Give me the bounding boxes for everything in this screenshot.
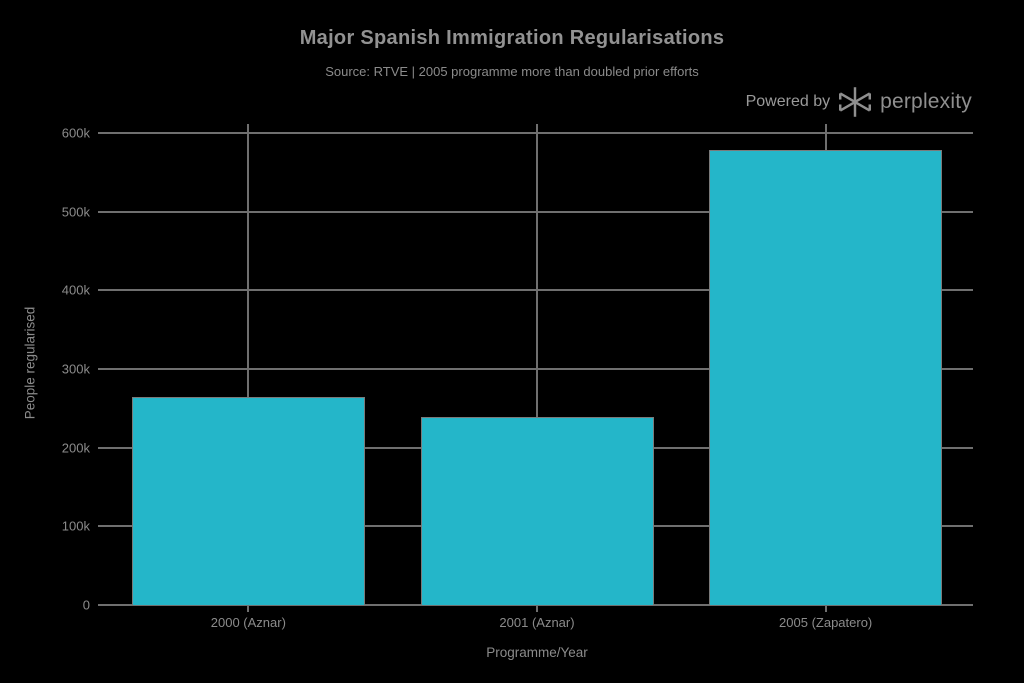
x-tick-label: 2005 (Zapatero): [779, 615, 873, 630]
bar-2005 (Zapatero): [709, 150, 943, 605]
x-gridline: [247, 124, 250, 605]
y-tick-label: 500k: [61, 204, 90, 219]
y-tick-label: 300k: [61, 361, 90, 377]
perplexity-logo-icon: [839, 87, 872, 117]
y-tick-label: 200k: [61, 440, 90, 456]
y-tick-label: 400k: [61, 282, 90, 298]
y-tick-label: 0: [82, 597, 90, 613]
y-gridline: [98, 367, 973, 370]
y-gridline: [98, 131, 973, 134]
x-tick-mark: [247, 606, 250, 612]
y-tick-label: 600k: [61, 125, 90, 141]
powered-by-label: Powered by: [745, 93, 831, 110]
x-axis-title: Programme/Year: [486, 645, 588, 660]
bar-2000 (Aznar): [131, 397, 365, 605]
bar-2001 (Aznar): [420, 416, 654, 605]
x-tick-label: 2000 (Aznar): [210, 615, 286, 630]
chart-title: Major Spanish Immigration Regularisation…: [299, 27, 725, 49]
chart-subtitle: Source: RTVE | 2005 programme more than …: [325, 64, 699, 79]
y-gridline: [98, 604, 973, 606]
x-tick-label: 2001 (Aznar): [499, 615, 575, 630]
x-tick-mark: [536, 606, 538, 612]
y-gridline: [98, 289, 973, 292]
y-gridline: [98, 210, 973, 213]
y-tick-label: 100k: [61, 518, 90, 534]
x-tick-mark: [824, 606, 827, 612]
branding-block: Powered by perplexity: [746, 86, 972, 118]
x-gridline: [536, 124, 538, 605]
perplexity-wordmark: perplexity: [880, 90, 972, 113]
